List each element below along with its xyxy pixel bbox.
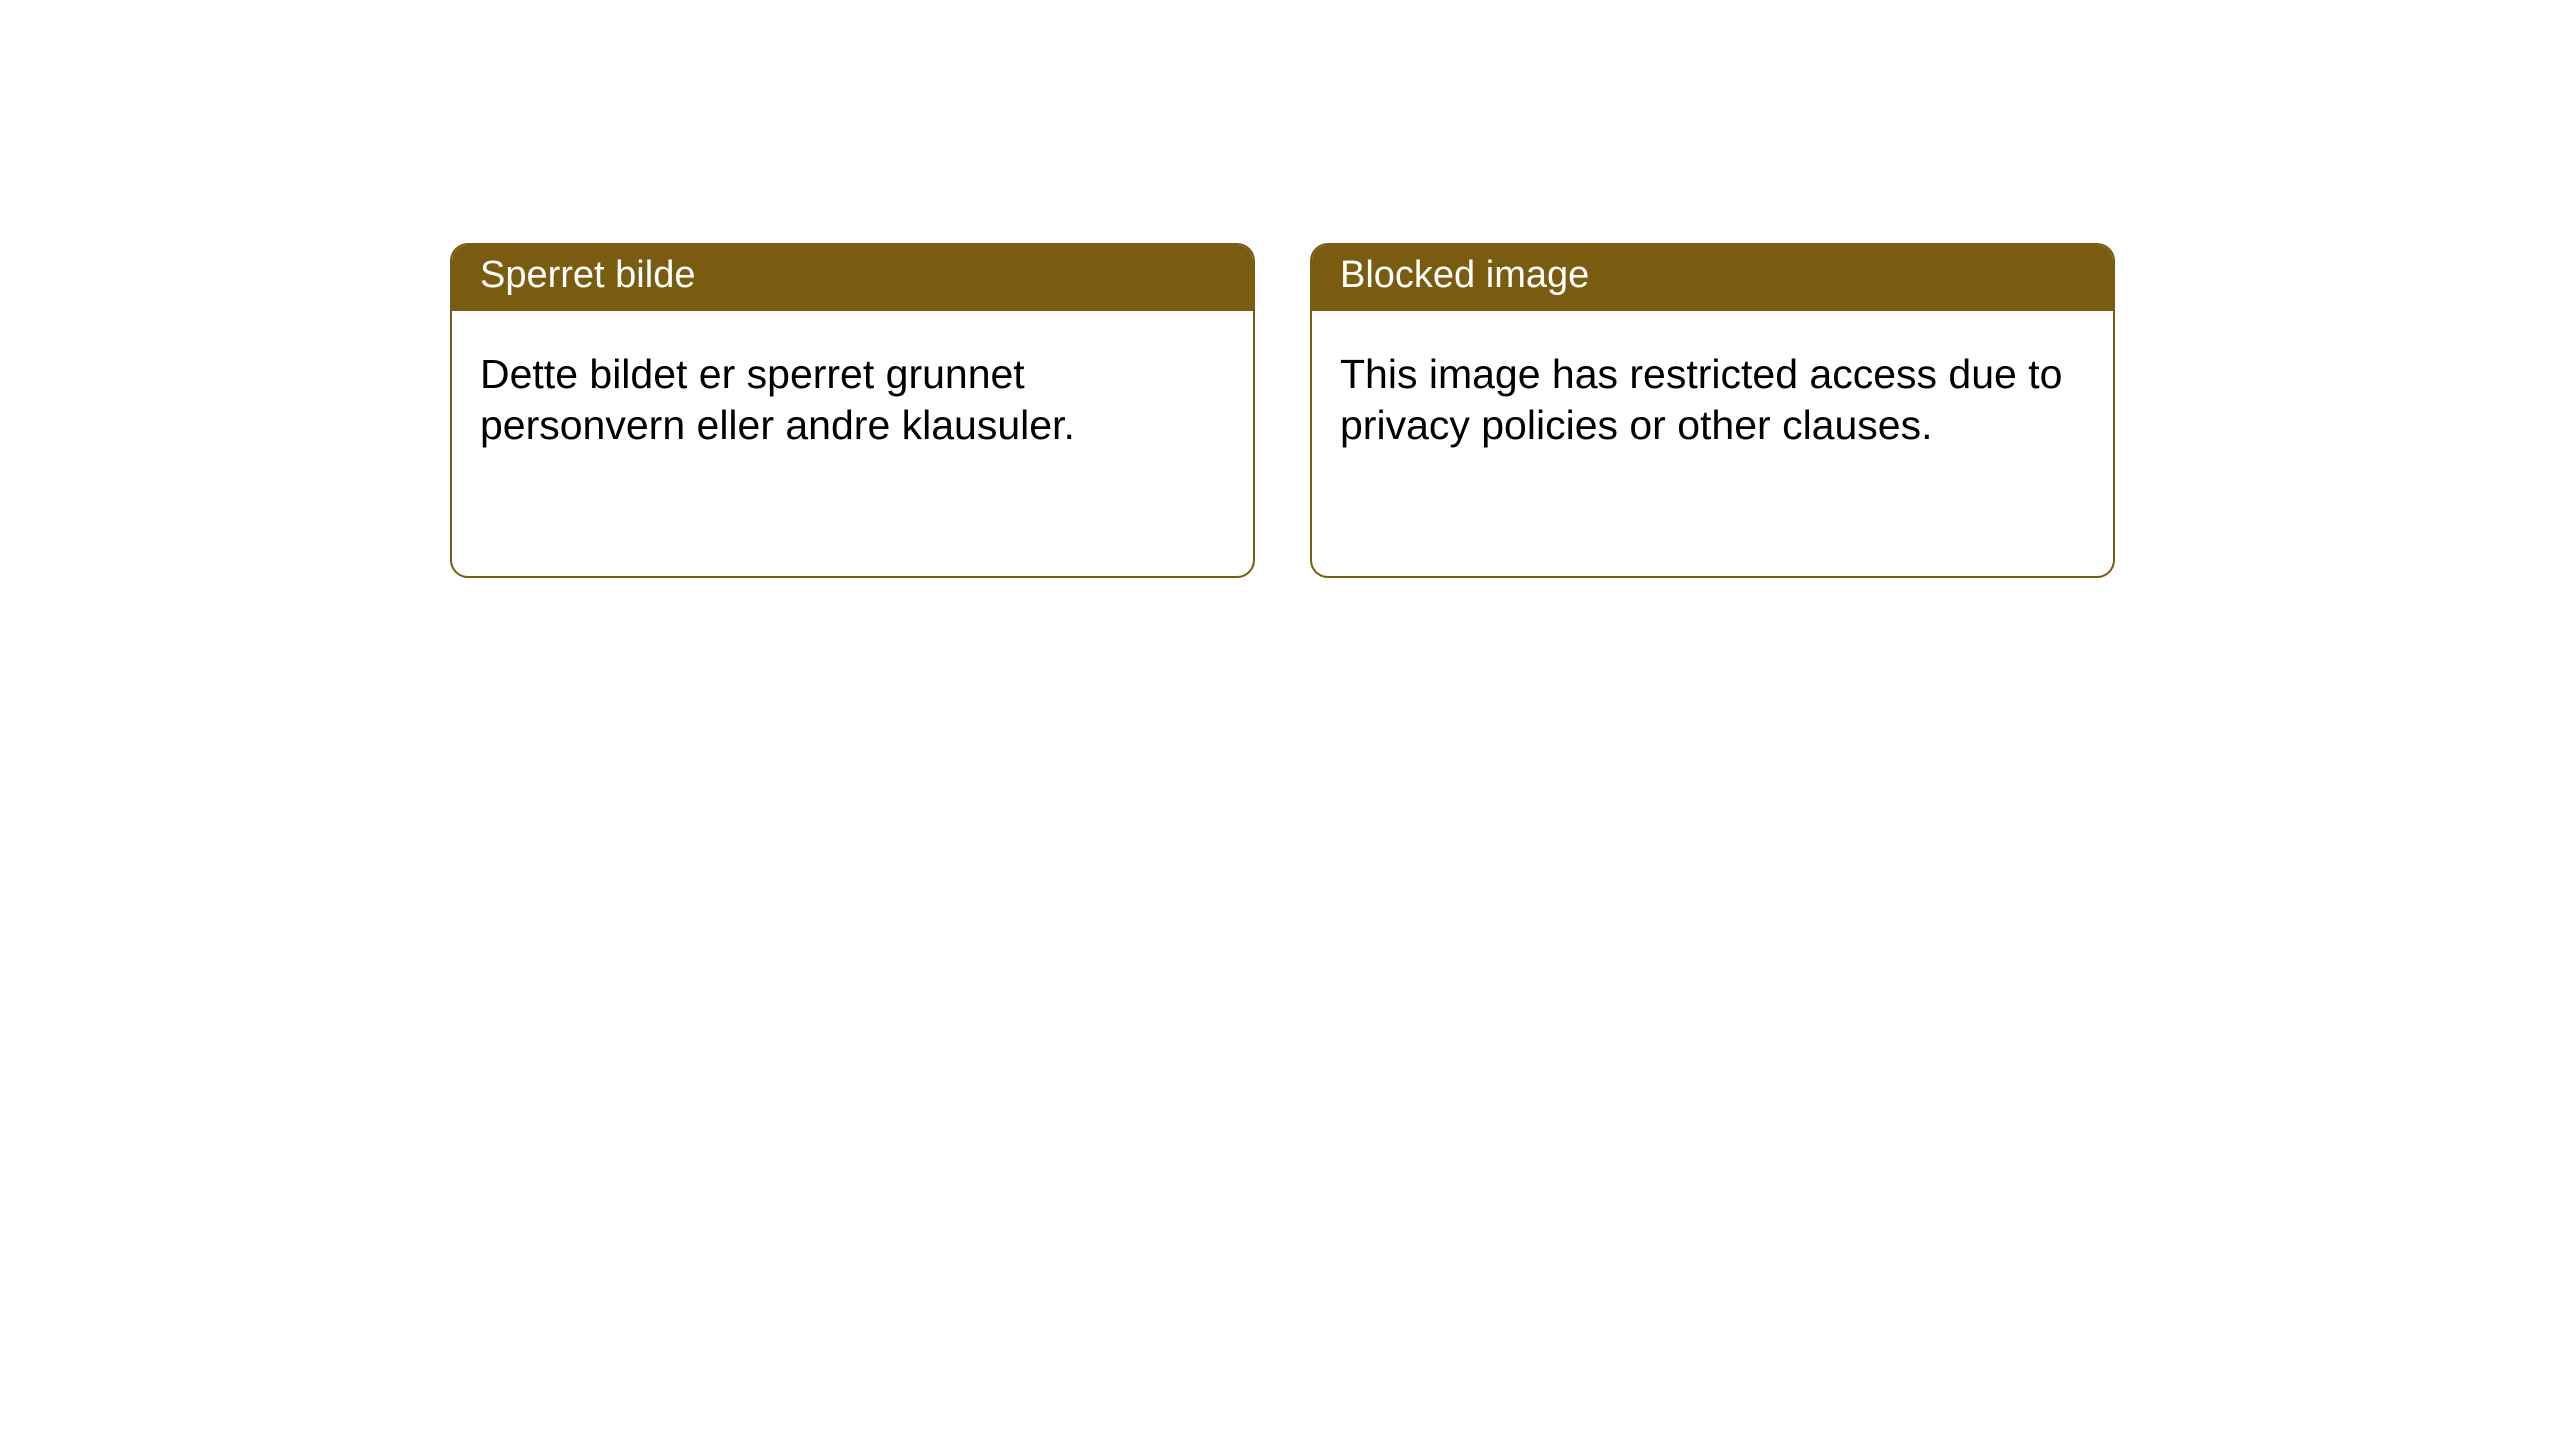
- card-header: Blocked image: [1312, 245, 2113, 311]
- card-body-text: Dette bildet er sperret grunnet personve…: [480, 351, 1075, 448]
- card-body-text: This image has restricted access due to …: [1340, 351, 2062, 448]
- card-body: Dette bildet er sperret grunnet personve…: [452, 311, 1253, 480]
- blocked-image-card-en: Blocked image This image has restricted …: [1310, 243, 2115, 578]
- card-row: Sperret bilde Dette bildet er sperret gr…: [0, 0, 2560, 578]
- card-header: Sperret bilde: [452, 245, 1253, 311]
- card-title: Blocked image: [1340, 254, 1589, 296]
- card-title: Sperret bilde: [480, 254, 695, 296]
- card-body: This image has restricted access due to …: [1312, 311, 2113, 480]
- blocked-image-card-no: Sperret bilde Dette bildet er sperret gr…: [450, 243, 1255, 578]
